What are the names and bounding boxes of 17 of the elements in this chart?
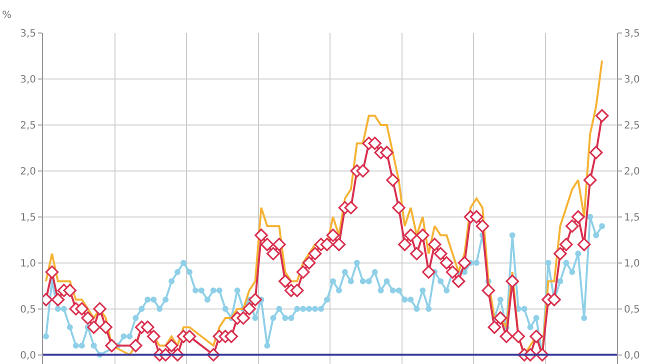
y-tick-label: 3,0	[20, 74, 36, 86]
y-tick-label: 0,5	[20, 304, 36, 316]
y-tick-label: 2,5	[20, 120, 36, 132]
y2-tick-label: 3,0	[624, 74, 640, 86]
y2-tick-label: 0,5	[624, 304, 640, 316]
y2-tick-label: 3,5	[624, 28, 640, 40]
y2-tick-label: 2,0	[624, 166, 640, 178]
y2-tick-label: 1,5	[624, 212, 640, 224]
y-tick-label: 1,5	[20, 212, 36, 224]
y2-tick-label: 1,0	[624, 258, 640, 270]
y-tick-label: 0,0	[20, 350, 36, 362]
y-tick-label: 2,0	[20, 166, 36, 178]
y2-tick-label: 0,0	[624, 350, 640, 362]
y2-tick-label: 2,5	[624, 120, 640, 132]
y-tick-label: 3,5	[20, 28, 36, 40]
y-tick-label: 1,0	[20, 258, 36, 270]
y-axis-title: %	[2, 10, 12, 21]
